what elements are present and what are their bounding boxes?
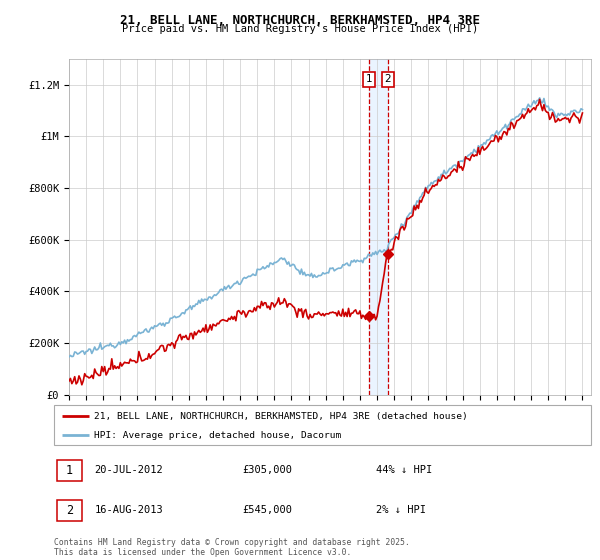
Bar [56,460,82,481]
Text: £545,000: £545,000 [242,505,292,515]
Text: 1: 1 [366,74,373,85]
Text: 1: 1 [66,464,73,477]
Text: £305,000: £305,000 [242,465,292,475]
Text: 2: 2 [66,504,73,517]
Text: Contains HM Land Registry data © Crown copyright and database right 2025.
This d: Contains HM Land Registry data © Crown c… [54,538,410,557]
Bar [370,59,388,395]
Text: 16-AUG-2013: 16-AUG-2013 [94,505,163,515]
Text: 20-JUL-2012: 20-JUL-2012 [94,465,163,475]
Text: 21, BELL LANE, NORTHCHURCH, BERKHAMSTED, HP4 3RE: 21, BELL LANE, NORTHCHURCH, BERKHAMSTED,… [120,14,480,27]
Text: 2: 2 [385,74,391,85]
Text: Price paid vs. HM Land Registry's House Price Index (HPI): Price paid vs. HM Land Registry's House … [122,24,478,34]
Text: HPI: Average price, detached house, Dacorum: HPI: Average price, detached house, Daco… [94,431,341,440]
Text: 2% ↓ HPI: 2% ↓ HPI [376,505,426,515]
Bar [56,500,82,521]
Text: 44% ↓ HPI: 44% ↓ HPI [376,465,433,475]
Text: 21, BELL LANE, NORTHCHURCH, BERKHAMSTED, HP4 3RE (detached house): 21, BELL LANE, NORTHCHURCH, BERKHAMSTED,… [94,412,468,421]
